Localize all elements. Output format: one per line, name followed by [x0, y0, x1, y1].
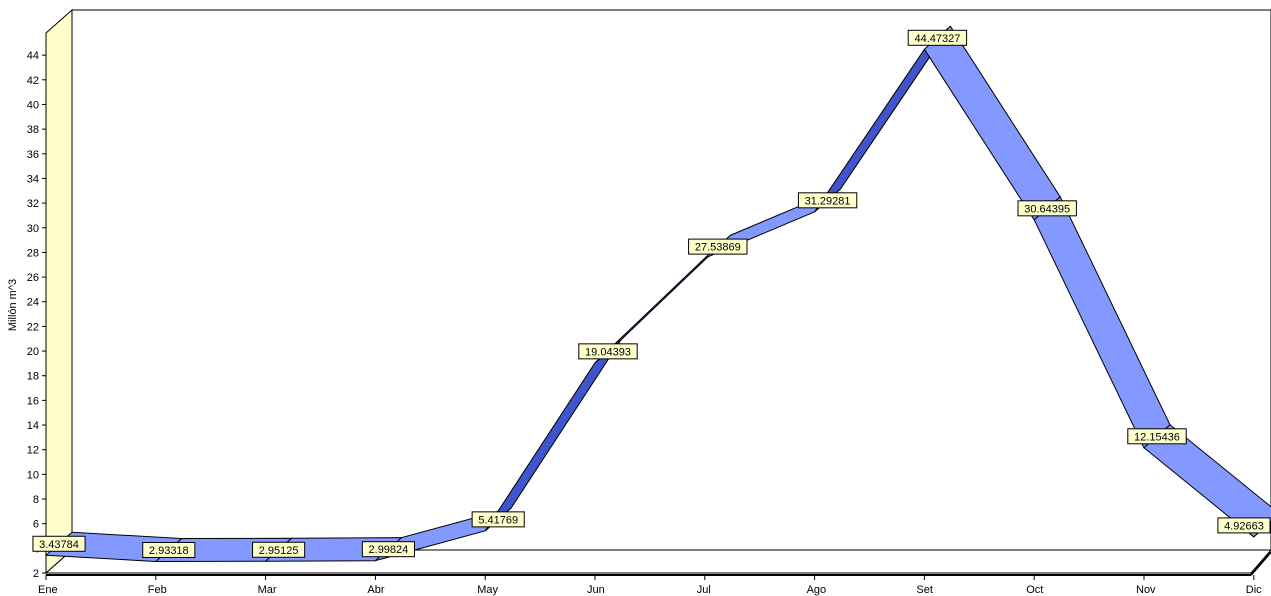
- data-label-text: 2.93318: [149, 545, 189, 557]
- y-axis-title: Millón m^3: [7, 279, 19, 331]
- data-label-text: 44.47327: [914, 33, 960, 45]
- x-tick-label: Set: [916, 584, 933, 596]
- y-tick-label: 20: [27, 346, 39, 358]
- y-tick-label: 44: [27, 50, 39, 62]
- data-label-text: 4.92663: [1224, 520, 1264, 532]
- data-label-box: [1127, 428, 1187, 445]
- y-tick-label: 14: [27, 420, 39, 432]
- data-label-text: 2.99824: [369, 544, 409, 556]
- y-tick-label: 42: [27, 75, 39, 87]
- x-tick-label: May: [477, 584, 498, 596]
- data-label: 5.41769: [471, 511, 525, 528]
- data-label-text: 19.04393: [585, 346, 631, 358]
- floor-right-edge: [1250, 551, 1271, 576]
- y-tick-label: 10: [27, 469, 39, 481]
- data-label-box: [142, 541, 196, 558]
- data-label-box: [1217, 517, 1271, 534]
- data-label-text: 12.15436: [1134, 431, 1180, 443]
- data-label: 2.99824: [361, 541, 415, 558]
- y-tick-label: 18: [27, 371, 39, 383]
- data-label: 44.47327: [907, 29, 968, 46]
- data-label-text: 5.41769: [478, 514, 518, 526]
- y-tick-label: 36: [27, 149, 39, 161]
- x-tick-label: Nov: [1136, 584, 1156, 596]
- data-label-box: [471, 511, 525, 528]
- data-label-box: [578, 343, 638, 360]
- y-tick-label: 12: [27, 445, 39, 457]
- x-tick-label: Mar: [258, 584, 277, 596]
- data-label: 30.64395: [1017, 200, 1077, 217]
- data-label: 4.92663: [1217, 517, 1271, 534]
- y-tick-label: 32: [27, 198, 39, 210]
- x-tick-label: Jun: [587, 584, 605, 596]
- x-tick-label: Ago: [807, 584, 827, 596]
- y-tick-label: 8: [33, 494, 39, 506]
- x-tick-label: Ene: [38, 584, 58, 596]
- data-label: 2.95125: [252, 541, 306, 558]
- data-label-box: [797, 192, 858, 209]
- data-label-box: [1017, 200, 1077, 217]
- data-label-box: [907, 29, 968, 46]
- y-axis: 2468101214161820222426283032343638404244: [27, 33, 47, 580]
- x-tick-label: Oct: [1026, 584, 1043, 596]
- x-tick-label: Feb: [148, 584, 167, 596]
- data-label-text: 2.95125: [259, 545, 299, 557]
- data-label: 12.15436: [1127, 428, 1187, 445]
- y-tick-label: 40: [27, 99, 39, 111]
- y-tick-label: 38: [27, 124, 39, 136]
- y-tick-label: 22: [27, 321, 39, 333]
- data-label: 27.53869: [688, 238, 748, 255]
- y-tick-label: 26: [27, 272, 39, 284]
- data-label-text: 27.53869: [695, 242, 741, 254]
- data-labels: 3.43784 2.93318 2.95125 2.99824 5.41769 19.04…: [32, 29, 1271, 558]
- x-tick-label: Jul: [697, 584, 711, 596]
- data-label: 3.43784: [32, 535, 86, 552]
- y-tick-label: 2: [33, 568, 39, 580]
- side-wall: [45, 8, 73, 575]
- data-label-text: 31.29281: [805, 195, 851, 207]
- y-tick-label: 30: [27, 223, 39, 235]
- data-label-text: 30.64395: [1024, 203, 1070, 215]
- y-tick-label: 24: [27, 297, 39, 309]
- y-tick-label: 6: [33, 519, 39, 531]
- y-tick-label: 16: [27, 395, 39, 407]
- y-tick-label: 34: [27, 173, 39, 185]
- x-tick-label: Dic: [1246, 584, 1262, 596]
- data-label-box: [688, 238, 748, 255]
- x-tick-label: Abr: [367, 584, 384, 596]
- data-label-box: [252, 541, 306, 558]
- data-label: 2.93318: [142, 541, 196, 558]
- y-tick-label: 28: [27, 247, 39, 259]
- data-label-text: 3.43784: [39, 539, 79, 551]
- data-label-box: [361, 541, 415, 558]
- data-label: 19.04393: [578, 343, 638, 360]
- data-label-box: [32, 535, 86, 552]
- data-label: 31.29281: [797, 192, 858, 209]
- x-axis: Ene Feb Mar Abr May Jun Jul Ago Set Oct Nov Dic: [38, 575, 1262, 596]
